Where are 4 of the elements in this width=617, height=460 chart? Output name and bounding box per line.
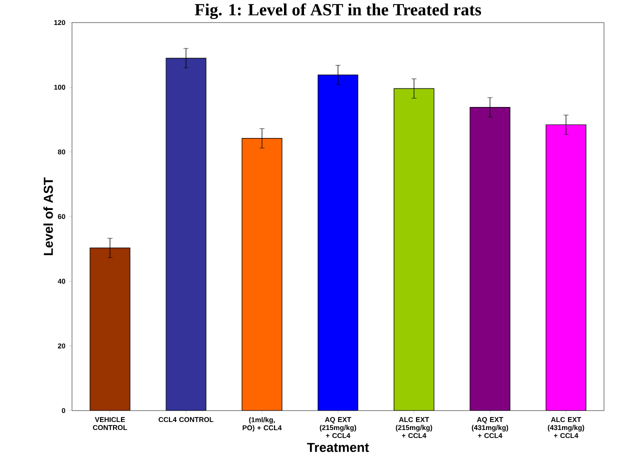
- y-axis-title: Level of AST: [43, 178, 53, 256]
- chart-title: Fig. 1: Level of AST in the Treated rats: [194, 4, 482, 20]
- x-axis-title: Treatment: [307, 443, 369, 452]
- bar: [166, 58, 206, 411]
